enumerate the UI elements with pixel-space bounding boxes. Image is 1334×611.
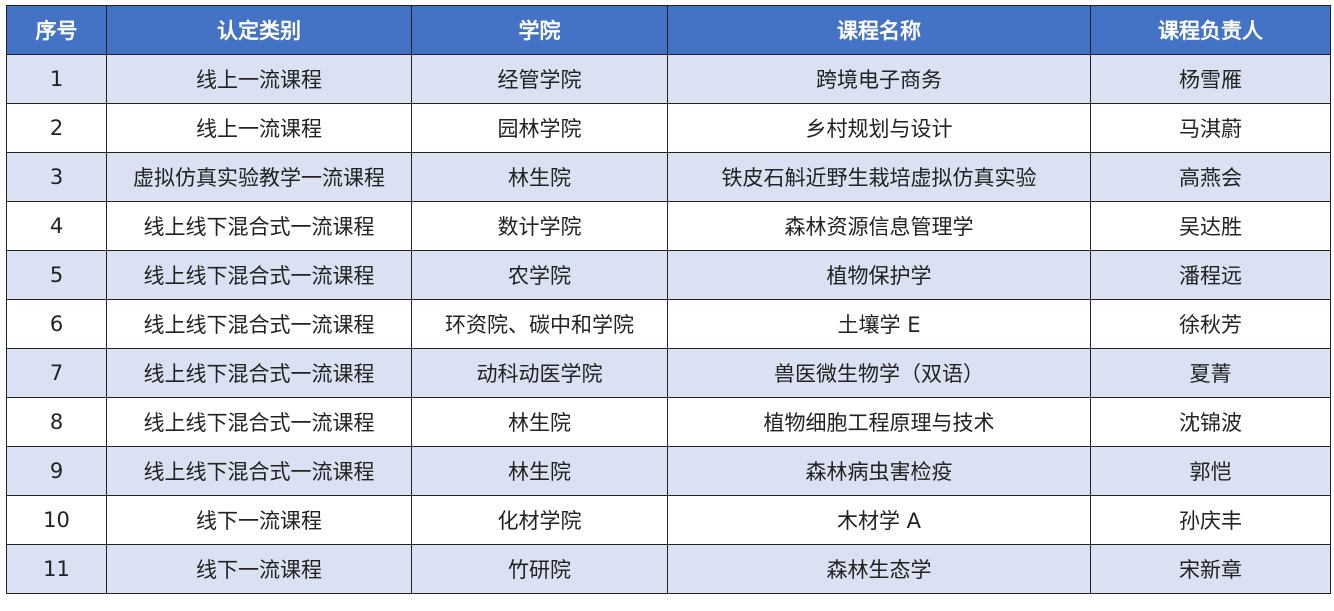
cell-category: 线上一流课程	[106, 103, 412, 153]
cell-course-name: 铁皮石斛近野生栽培虚拟仿真实验	[667, 152, 1091, 202]
cell-course-name: 植物保护学	[667, 250, 1091, 300]
cell-instructor: 郭恺	[1090, 446, 1331, 496]
cell-category: 线上线下混合式一流课程	[106, 299, 412, 349]
cell-instructor: 夏菁	[1090, 348, 1331, 398]
cell-instructor: 孙庆丰	[1090, 495, 1331, 545]
cell-course-name: 土壤学 E	[667, 299, 1091, 349]
cell-course-name: 森林病虫害检疫	[667, 446, 1091, 496]
cell-college: 林生院	[411, 397, 668, 447]
table-row: 11 线下一流课程 竹研院 森林生态学 宋新章	[6, 544, 1331, 594]
cell-course-name: 乡村规划与设计	[667, 103, 1091, 153]
cell-college: 经管学院	[411, 54, 668, 104]
cell-college: 动科动医学院	[411, 348, 668, 398]
cell-course-name: 跨境电子商务	[667, 54, 1091, 104]
cell-index: 11	[6, 544, 107, 594]
cell-course-name: 森林资源信息管理学	[667, 201, 1091, 251]
cell-college: 林生院	[411, 446, 668, 496]
cell-index: 9	[6, 446, 107, 496]
cell-index: 5	[6, 250, 107, 300]
cell-college: 农学院	[411, 250, 668, 300]
cell-instructor: 马淇蔚	[1090, 103, 1331, 153]
table-row: 1 线上一流课程 经管学院 跨境电子商务 杨雪雁	[6, 54, 1331, 104]
cell-category: 虚拟仿真实验教学一流课程	[106, 152, 412, 202]
header-college: 学院	[411, 5, 668, 55]
cell-instructor: 吴达胜	[1090, 201, 1331, 251]
table-row: 7 线上线下混合式一流课程 动科动医学院 兽医微生物学（双语） 夏菁	[6, 348, 1331, 398]
table-row: 9 线上线下混合式一流课程 林生院 森林病虫害检疫 郭恺	[6, 446, 1331, 496]
cell-category: 线上线下混合式一流课程	[106, 201, 412, 251]
cell-instructor: 潘程远	[1090, 250, 1331, 300]
cell-instructor: 沈锦波	[1090, 397, 1331, 447]
cell-index: 3	[6, 152, 107, 202]
cell-college: 园林学院	[411, 103, 668, 153]
cell-course-name: 木材学 A	[667, 495, 1091, 545]
cell-index: 10	[6, 495, 107, 545]
cell-course-name: 森林生态学	[667, 544, 1091, 594]
table-row: 5 线上线下混合式一流课程 农学院 植物保护学 潘程远	[6, 250, 1331, 300]
cell-category: 线上线下混合式一流课程	[106, 446, 412, 496]
cell-instructor: 杨雪雁	[1090, 54, 1331, 104]
table-row: 6 线上线下混合式一流课程 环资院、碳中和学院 土壤学 E 徐秋芳	[6, 299, 1331, 349]
header-course-name: 课程名称	[667, 5, 1091, 55]
cell-instructor: 宋新章	[1090, 544, 1331, 594]
cell-category: 线上线下混合式一流课程	[106, 250, 412, 300]
cell-category: 线上线下混合式一流课程	[106, 348, 412, 398]
header-instructor: 课程负责人	[1090, 5, 1331, 55]
cell-course-name: 兽医微生物学（双语）	[667, 348, 1091, 398]
table-row: 10 线下一流课程 化材学院 木材学 A 孙庆丰	[6, 495, 1331, 545]
cell-index: 4	[6, 201, 107, 251]
header-row: 序号 认定类别 学院 课程名称 课程负责人	[6, 5, 1331, 55]
cell-index: 6	[6, 299, 107, 349]
cell-category: 线下一流课程	[106, 544, 412, 594]
cell-instructor: 高燕会	[1090, 152, 1331, 202]
cell-index: 8	[6, 397, 107, 447]
cell-index: 1	[6, 54, 107, 104]
table-row: 2 线上一流课程 园林学院 乡村规划与设计 马淇蔚	[6, 103, 1331, 153]
cell-college: 林生院	[411, 152, 668, 202]
cell-college: 环资院、碳中和学院	[411, 299, 668, 349]
table-row: 8 线上线下混合式一流课程 林生院 植物细胞工程原理与技术 沈锦波	[6, 397, 1331, 447]
cell-category: 线上线下混合式一流课程	[106, 397, 412, 447]
cell-index: 7	[6, 348, 107, 398]
cell-category: 线下一流课程	[106, 495, 412, 545]
cell-instructor: 徐秋芳	[1090, 299, 1331, 349]
cell-index: 2	[6, 103, 107, 153]
cell-college: 化材学院	[411, 495, 668, 545]
table-row: 3 虚拟仿真实验教学一流课程 林生院 铁皮石斛近野生栽培虚拟仿真实验 高燕会	[6, 152, 1331, 202]
cell-category: 线上一流课程	[106, 54, 412, 104]
cell-college: 数计学院	[411, 201, 668, 251]
table-row: 4 线上线下混合式一流课程 数计学院 森林资源信息管理学 吴达胜	[6, 201, 1331, 251]
header-category: 认定类别	[106, 5, 412, 55]
header-index: 序号	[6, 5, 107, 55]
course-table: 序号 认定类别 学院 课程名称 课程负责人 1 线上一流课程 经管学院 跨境电子商务杨…	[6, 5, 1331, 594]
cell-course-name: 植物细胞工程原理与技术	[667, 397, 1091, 447]
cell-college: 竹研院	[411, 544, 668, 594]
